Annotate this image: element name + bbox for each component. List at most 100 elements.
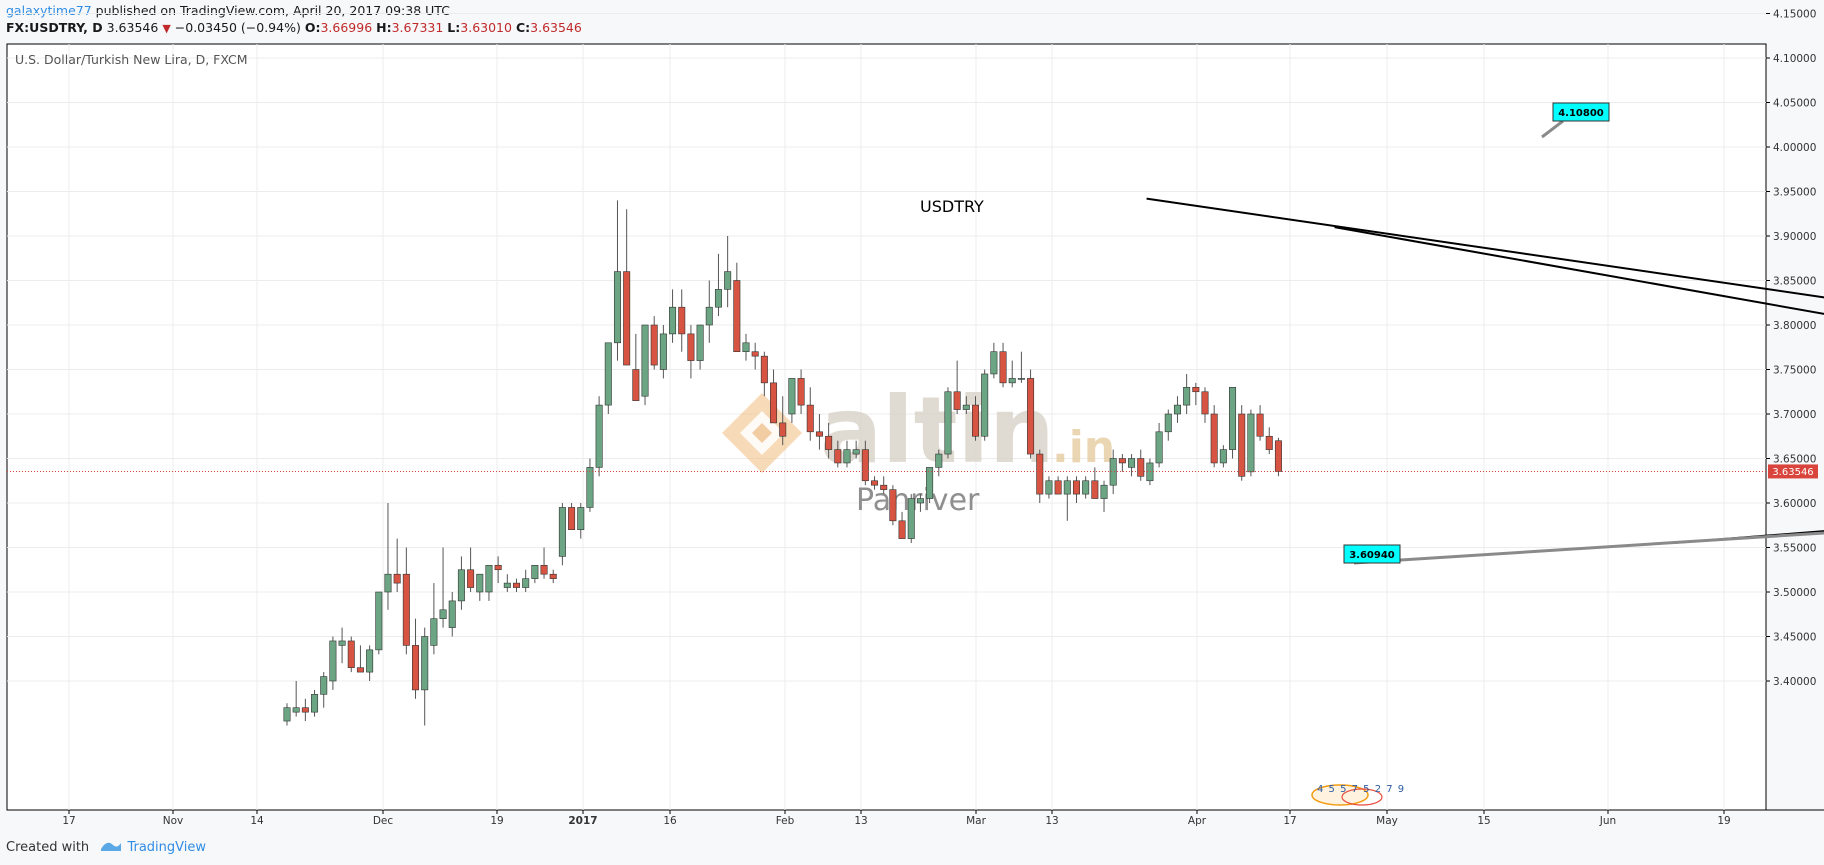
candle[interactable] [430, 583, 438, 655]
candle[interactable] [705, 280, 713, 343]
candle[interactable] [1036, 449, 1044, 503]
candle[interactable] [1054, 476, 1062, 495]
candle[interactable] [476, 573, 484, 601]
candle[interactable] [962, 396, 970, 414]
candle[interactable] [1229, 386, 1237, 459]
candle[interactable] [714, 253, 722, 317]
candle[interactable] [1008, 360, 1016, 388]
candle[interactable] [999, 342, 1007, 388]
candle[interactable] [375, 591, 383, 655]
candle[interactable] [1183, 373, 1191, 414]
candle[interactable] [1210, 405, 1218, 468]
candle[interactable] [1201, 387, 1209, 423]
candle[interactable] [531, 564, 539, 584]
candle[interactable] [623, 209, 631, 366]
candle[interactable] [916, 494, 924, 512]
candle[interactable] [366, 645, 374, 681]
candle[interactable] [632, 333, 640, 401]
candle[interactable] [1045, 476, 1053, 499]
candle[interactable] [586, 458, 594, 512]
candle[interactable] [871, 476, 879, 490]
price-callout[interactable]: 4.10800 [1541, 102, 1610, 139]
candle[interactable] [457, 556, 465, 610]
candle[interactable] [880, 476, 888, 495]
candle[interactable] [678, 289, 686, 352]
candle[interactable] [329, 636, 337, 690]
trendline-upper-resistance[interactable] [1146, 197, 1824, 446]
candle[interactable] [1128, 454, 1136, 477]
candle[interactable] [1247, 409, 1255, 477]
candle[interactable] [485, 564, 493, 601]
candle[interactable] [907, 494, 915, 544]
candle[interactable] [356, 645, 364, 673]
candle[interactable] [779, 396, 787, 446]
candle[interactable] [604, 342, 612, 414]
candle[interactable] [861, 440, 869, 486]
candle[interactable] [503, 574, 511, 592]
price-callout[interactable]: 3.60940 [1343, 497, 1824, 565]
candle[interactable] [935, 449, 943, 477]
candle[interactable] [613, 200, 621, 361]
candle[interactable] [595, 396, 603, 477]
candle[interactable] [1091, 467, 1099, 499]
candle[interactable] [724, 236, 732, 308]
candle[interactable] [467, 547, 475, 593]
candle[interactable] [641, 324, 649, 406]
candle[interactable] [650, 316, 658, 370]
candle[interactable] [301, 698, 309, 722]
candle[interactable] [1219, 445, 1227, 468]
tradingview-link[interactable]: TradingView [127, 840, 206, 855]
candle[interactable] [1100, 480, 1108, 512]
candle[interactable] [1238, 405, 1246, 481]
candle[interactable] [990, 342, 998, 379]
author-link[interactable]: galaxytime77 [6, 3, 92, 18]
candle[interactable] [1155, 422, 1163, 468]
candle[interactable] [898, 511, 906, 539]
candle[interactable] [981, 369, 989, 441]
candle[interactable] [788, 378, 796, 423]
candle[interactable] [1082, 476, 1090, 499]
candle[interactable] [971, 396, 979, 441]
candle[interactable] [522, 569, 530, 592]
candle[interactable] [1017, 351, 1025, 383]
candle[interactable] [494, 556, 502, 584]
candle[interactable] [733, 262, 741, 352]
candle[interactable] [770, 369, 778, 424]
candle[interactable] [1027, 369, 1035, 459]
time-axis[interactable]: 17 Nov 14 Dec 19 2017 16 Feb 13 Mar 13 Apr 17 May 15 Ju… [62, 810, 1731, 827]
candle[interactable] [577, 503, 585, 539]
candle[interactable] [1109, 449, 1117, 495]
candle[interactable] [806, 387, 814, 441]
candle[interactable] [1063, 476, 1071, 521]
candle[interactable] [1265, 427, 1273, 455]
candle[interactable] [669, 289, 677, 343]
candle[interactable] [311, 689, 319, 717]
candle[interactable] [292, 681, 300, 717]
candle[interactable] [421, 627, 429, 726]
candle[interactable] [825, 422, 833, 459]
candle[interactable] [926, 467, 934, 503]
candle[interactable] [393, 538, 401, 592]
candle[interactable] [852, 440, 860, 459]
candle[interactable] [320, 672, 328, 708]
candle[interactable] [568, 503, 576, 531]
candle[interactable] [696, 324, 704, 370]
candle[interactable] [889, 485, 897, 526]
candle[interactable] [338, 627, 346, 664]
candle[interactable] [1256, 405, 1264, 441]
candle[interactable] [439, 547, 447, 628]
candle[interactable] [558, 503, 566, 566]
candle[interactable] [1192, 382, 1200, 406]
candle[interactable] [512, 578, 520, 592]
candle[interactable] [1137, 449, 1145, 481]
candle[interactable] [953, 360, 961, 414]
candle[interactable] [1072, 476, 1080, 503]
candle[interactable] [659, 325, 667, 379]
candle[interactable] [1274, 437, 1282, 477]
candle[interactable] [540, 547, 548, 579]
candle[interactable] [549, 569, 557, 584]
candle[interactable] [448, 592, 456, 637]
events-marker[interactable]: 4 5 5 7 5 2 7 9 [1311, 784, 1405, 806]
candle[interactable] [384, 503, 392, 610]
